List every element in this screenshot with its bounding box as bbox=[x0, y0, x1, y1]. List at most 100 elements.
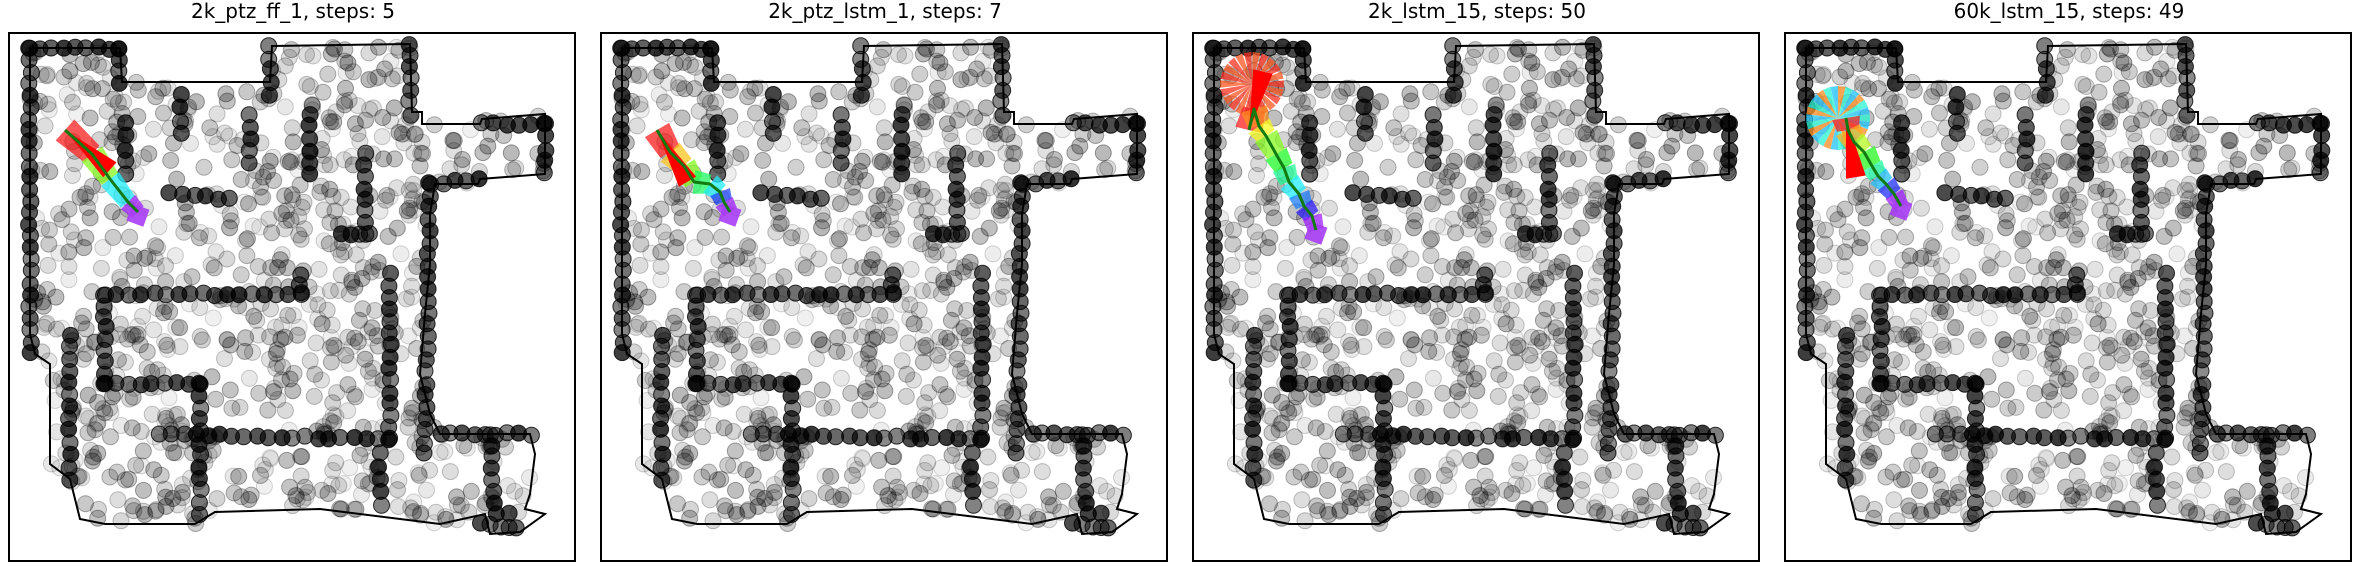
obstacle-dot bbox=[1400, 350, 1417, 368]
obstacle-dot bbox=[336, 52, 354, 70]
obstacle-dot bbox=[739, 259, 757, 277]
obstacle-dot bbox=[406, 125, 424, 143]
obstacle-dot bbox=[1936, 389, 1954, 407]
obstacle-dot bbox=[195, 158, 213, 176]
obstacle-dot bbox=[47, 288, 65, 306]
obstacle-dot bbox=[1019, 503, 1037, 521]
obstacle-dot bbox=[2098, 339, 2115, 357]
obstacle-dot bbox=[1402, 92, 1420, 110]
obstacle-dot bbox=[681, 394, 699, 411]
obstacle-dot bbox=[1219, 297, 1236, 315]
obstacle-dot bbox=[1329, 321, 1347, 339]
pose-wedge bbox=[1806, 118, 1838, 130]
obstacle-dot bbox=[1476, 448, 1494, 465]
pose-wedge bbox=[1830, 86, 1838, 118]
pose-wedge bbox=[1243, 52, 1252, 84]
obstacle-dot bbox=[1261, 185, 1279, 203]
wall-dot bbox=[373, 496, 390, 514]
wall-dot bbox=[1476, 266, 1494, 284]
obstacle-dot bbox=[2089, 315, 2107, 333]
obstacle-dot bbox=[67, 74, 85, 92]
obstacle-dot bbox=[966, 109, 984, 126]
obstacle-dot bbox=[2185, 464, 2203, 482]
obstacle-dot bbox=[412, 506, 429, 524]
obstacle-dot bbox=[279, 152, 297, 170]
wall-dot bbox=[964, 482, 982, 500]
obstacle-dot bbox=[1224, 235, 1242, 253]
obstacle-dot bbox=[252, 178, 269, 196]
obstacle-dot bbox=[2297, 469, 2314, 487]
obstacle-dot bbox=[135, 502, 152, 520]
obstacle-dot bbox=[1002, 466, 1020, 484]
wall-dot bbox=[1374, 470, 1392, 487]
obstacle-dot bbox=[157, 488, 175, 506]
obstacle-dot bbox=[763, 319, 781, 337]
obstacle-dot bbox=[1384, 227, 1402, 245]
obstacle-dot bbox=[264, 148, 282, 166]
obstacle-dot bbox=[723, 336, 741, 354]
obstacle-dot bbox=[267, 345, 285, 362]
obstacle-dot bbox=[686, 58, 704, 76]
obstacle-dot bbox=[1826, 244, 1844, 262]
obstacle-dot bbox=[2188, 144, 2206, 162]
obstacle-dot bbox=[223, 399, 241, 417]
obstacle-dot bbox=[1831, 68, 1849, 86]
obstacle-dot bbox=[1951, 223, 1969, 241]
obstacle-dot bbox=[1028, 508, 1046, 526]
obstacle-dot bbox=[1388, 128, 1406, 146]
obstacle-dot bbox=[1537, 486, 1554, 503]
obstacle-dot bbox=[167, 444, 185, 462]
obstacle-dot bbox=[1814, 314, 1832, 332]
obstacle-dot bbox=[462, 121, 480, 139]
obstacle-dot bbox=[1933, 407, 1950, 425]
obstacle-dot bbox=[2095, 485, 2113, 502]
obstacle-dot bbox=[1646, 121, 1664, 139]
obstacle-dot bbox=[1096, 161, 1114, 179]
obstacle-dot bbox=[2125, 125, 2143, 143]
obstacle-dot bbox=[829, 232, 847, 250]
obstacle-dot bbox=[1308, 497, 1326, 515]
obstacle-dot bbox=[2159, 70, 2177, 88]
obstacle-dot bbox=[1586, 499, 1604, 517]
obstacle-dot bbox=[205, 259, 223, 277]
obstacle-dot bbox=[1642, 439, 1660, 457]
obstacle-dot bbox=[869, 211, 887, 229]
obstacle-dot bbox=[1868, 259, 1886, 277]
obstacle-dot bbox=[719, 73, 737, 91]
obstacle-dot bbox=[1261, 345, 1279, 363]
wall-dot bbox=[2193, 351, 2211, 369]
obstacle-dot bbox=[1519, 243, 1537, 261]
obstacle-dot bbox=[871, 152, 889, 170]
obstacle-dot bbox=[1336, 466, 1354, 484]
obstacle-dot bbox=[2122, 278, 2140, 296]
obstacle-dot bbox=[144, 120, 162, 138]
obstacle-dot bbox=[1862, 421, 1880, 439]
obstacle-dot bbox=[36, 117, 54, 135]
obstacle-dot bbox=[276, 57, 294, 75]
obstacle-dot bbox=[347, 246, 365, 264]
obstacle-dot bbox=[1853, 407, 1871, 425]
obstacle-dot bbox=[693, 399, 711, 417]
obstacle-dot bbox=[1313, 81, 1331, 99]
obstacle-dot bbox=[94, 239, 112, 257]
obstacle-dot bbox=[400, 181, 418, 199]
obstacle-dot bbox=[2108, 246, 2126, 264]
obstacle-dot bbox=[1371, 93, 1389, 111]
obstacle-dot bbox=[1523, 376, 1541, 394]
obstacle-dot bbox=[222, 212, 240, 230]
obstacle-dot bbox=[2188, 505, 2206, 522]
obstacle-dot bbox=[90, 500, 107, 518]
obstacle-dot bbox=[1887, 271, 1905, 289]
obstacle-dot bbox=[2212, 508, 2230, 526]
obstacle-dot bbox=[1930, 79, 1948, 97]
obstacle-dot bbox=[2111, 92, 2129, 110]
wall-dot bbox=[1356, 113, 1373, 130]
wall-dot bbox=[832, 154, 850, 172]
obstacle-dot bbox=[1582, 202, 1600, 220]
wall-dot bbox=[724, 286, 742, 304]
obstacle-dot bbox=[68, 105, 86, 123]
obstacle-dot bbox=[1234, 205, 1252, 223]
obstacle-dot bbox=[1375, 328, 1393, 345]
obstacle-dot bbox=[1996, 127, 2014, 145]
obstacle-dot bbox=[1620, 443, 1638, 460]
